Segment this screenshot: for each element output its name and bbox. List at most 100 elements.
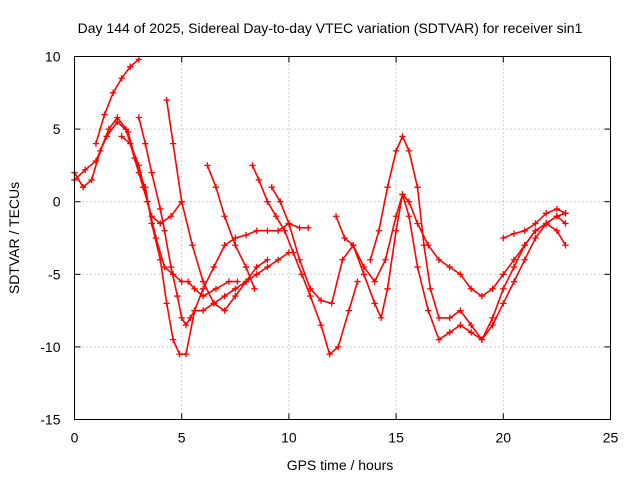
data-point [264,227,271,234]
data-point [184,278,192,285]
data-point [392,227,400,234]
data-point [199,278,207,285]
data-point [332,213,340,220]
data-point [435,336,443,343]
data-point [307,292,314,300]
data-point [414,220,421,227]
data-point [405,147,413,155]
data-point [405,213,413,220]
data-point [367,256,374,263]
data-point [384,183,391,191]
data-point [182,350,190,358]
data-point [272,213,280,220]
data-point [532,234,539,242]
data-point [135,114,143,121]
data-point [371,278,378,285]
data-point [178,198,185,205]
data-point [249,162,256,169]
data-point [446,329,453,336]
data-point [178,314,185,322]
data-point [152,234,160,242]
data-point [109,89,117,96]
data-point [97,147,104,155]
data-point [489,285,496,293]
series-trace [271,186,566,305]
data-point [82,166,89,173]
data-point [326,350,333,358]
data-point [161,227,168,234]
data-point [221,307,228,314]
data-point [114,114,121,121]
series-trace [369,134,567,341]
data-point [427,285,434,293]
data-point [510,256,518,263]
data-point [542,220,550,227]
x-tick-label: 15 [388,430,404,446]
data-point [148,169,155,176]
series-track-g [204,162,258,293]
data-point [118,133,125,140]
data-point [274,256,282,263]
data-point [127,63,134,70]
data-point [199,307,207,314]
data-point [345,307,353,314]
series-layer [71,56,569,358]
data-point [221,292,228,300]
data-point [489,314,496,322]
data-point [478,336,486,343]
series-track-h [249,162,361,358]
data-point [467,329,475,336]
data-point [377,314,385,322]
data-point [122,125,130,133]
data-point [199,285,207,293]
data-point [101,111,108,118]
series-trace [206,165,256,290]
data-point [169,140,177,147]
data-point [510,230,518,237]
x-tick-label: 20 [496,430,512,446]
data-point [350,242,357,249]
data-point [317,297,325,304]
data-point [307,285,314,293]
data-point [212,285,220,293]
data-point [187,314,194,322]
data-point [161,263,168,271]
y-axis-label: SDTVAR / TECUs [6,182,22,294]
x-tick-label: 5 [178,430,186,446]
data-point [232,292,239,300]
data-point [420,242,428,249]
data-point [375,227,383,234]
y-tick-label: -5 [48,266,61,282]
series-track-k [367,133,569,343]
data-point [163,96,170,104]
data-point [446,263,453,271]
data-point [542,210,550,217]
grid [74,56,611,420]
data-point [500,271,507,278]
data-point [221,242,228,249]
data-point [210,300,218,307]
data-point [79,183,87,191]
data-point [500,285,507,293]
data-point [127,140,134,147]
data-point [232,285,239,293]
series-track-c [92,56,143,147]
data-point [562,242,569,249]
data-point [135,56,143,63]
data-point [341,234,348,242]
data-point [182,321,190,329]
data-point [467,321,475,329]
data-point [253,271,260,278]
data-point [467,285,475,293]
data-point [232,242,239,249]
data-point [212,183,220,191]
data-point [225,278,233,285]
data-point [317,321,325,329]
data-point [264,263,271,271]
data-point [414,263,421,271]
data-point [532,220,539,227]
data-point [354,278,361,285]
data-point [242,263,250,271]
data-point [399,191,406,198]
